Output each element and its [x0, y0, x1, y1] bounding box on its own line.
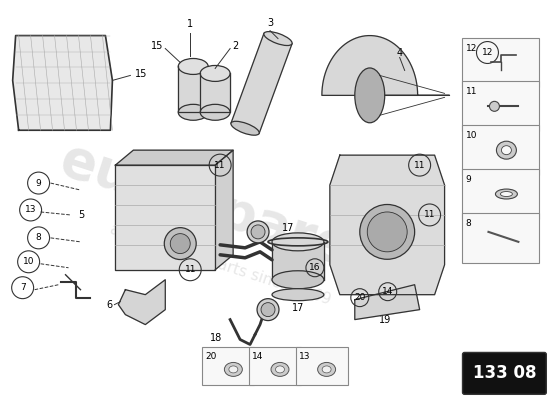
Text: 11: 11 — [184, 265, 196, 274]
Polygon shape — [215, 150, 233, 270]
Ellipse shape — [261, 303, 275, 316]
Text: 15: 15 — [135, 70, 148, 80]
Ellipse shape — [490, 101, 499, 111]
Ellipse shape — [271, 362, 289, 376]
Bar — [202, 348, 254, 385]
Polygon shape — [118, 280, 166, 324]
Bar — [296, 348, 348, 385]
Text: 9: 9 — [465, 175, 471, 184]
Ellipse shape — [224, 362, 243, 376]
Text: 11: 11 — [465, 87, 477, 96]
Polygon shape — [355, 285, 420, 320]
Text: 17: 17 — [282, 223, 294, 233]
Ellipse shape — [272, 289, 324, 301]
Text: 6: 6 — [106, 300, 112, 310]
Text: 11: 11 — [214, 161, 226, 170]
Text: 11: 11 — [424, 210, 436, 220]
Ellipse shape — [164, 228, 196, 260]
Text: 10: 10 — [23, 257, 34, 266]
Text: 20: 20 — [354, 293, 365, 302]
Text: 7: 7 — [20, 283, 25, 292]
Text: 17: 17 — [292, 303, 304, 313]
Text: a passion for parts since 1969: a passion for parts since 1969 — [108, 222, 333, 308]
Ellipse shape — [231, 121, 259, 135]
Text: 4: 4 — [397, 48, 403, 58]
Text: 1: 1 — [187, 18, 193, 28]
Ellipse shape — [251, 225, 265, 239]
Text: eurospares: eurospares — [54, 134, 387, 286]
Polygon shape — [272, 242, 324, 280]
Ellipse shape — [322, 366, 331, 373]
Ellipse shape — [229, 366, 238, 373]
Ellipse shape — [257, 299, 279, 320]
Ellipse shape — [200, 104, 230, 120]
Ellipse shape — [276, 366, 284, 373]
Text: 133 08: 133 08 — [472, 364, 536, 382]
Ellipse shape — [355, 68, 384, 123]
Ellipse shape — [360, 204, 415, 259]
Polygon shape — [116, 150, 233, 165]
Bar — [461, 125, 540, 175]
Text: 13: 13 — [299, 352, 310, 362]
Polygon shape — [231, 34, 292, 133]
Ellipse shape — [502, 146, 512, 155]
Ellipse shape — [497, 141, 516, 159]
Text: 11: 11 — [414, 161, 425, 170]
Text: 14: 14 — [252, 352, 263, 362]
Text: 18: 18 — [210, 332, 222, 342]
Ellipse shape — [178, 104, 208, 120]
Polygon shape — [13, 36, 112, 130]
Text: 8: 8 — [465, 219, 471, 228]
Text: 14: 14 — [382, 287, 393, 296]
Bar — [461, 169, 540, 219]
Text: 9: 9 — [36, 178, 41, 188]
Ellipse shape — [178, 58, 208, 74]
Text: 12: 12 — [482, 48, 493, 57]
Text: 12: 12 — [465, 44, 477, 52]
Polygon shape — [322, 36, 449, 95]
Ellipse shape — [247, 221, 269, 243]
Polygon shape — [116, 165, 215, 270]
Ellipse shape — [367, 212, 407, 252]
Text: 15: 15 — [151, 40, 163, 50]
Text: 19: 19 — [378, 314, 391, 324]
Polygon shape — [200, 74, 230, 112]
Polygon shape — [178, 66, 208, 112]
Text: 10: 10 — [465, 131, 477, 140]
Text: 2: 2 — [232, 40, 238, 50]
Text: 8: 8 — [36, 233, 41, 242]
Bar — [249, 348, 301, 385]
Ellipse shape — [170, 234, 190, 254]
Bar — [461, 213, 540, 263]
Ellipse shape — [500, 192, 513, 196]
Text: 13: 13 — [25, 206, 36, 214]
Bar — [461, 82, 540, 131]
Text: 20: 20 — [206, 352, 217, 362]
FancyBboxPatch shape — [463, 352, 546, 394]
Ellipse shape — [200, 66, 230, 82]
Ellipse shape — [318, 362, 336, 376]
Ellipse shape — [272, 233, 324, 251]
Bar — [461, 38, 540, 87]
Ellipse shape — [272, 271, 324, 289]
Ellipse shape — [264, 32, 292, 46]
Polygon shape — [330, 155, 444, 295]
Text: 16: 16 — [309, 263, 321, 272]
Text: 3: 3 — [267, 18, 273, 28]
Ellipse shape — [496, 189, 518, 199]
Text: 5: 5 — [79, 210, 85, 220]
